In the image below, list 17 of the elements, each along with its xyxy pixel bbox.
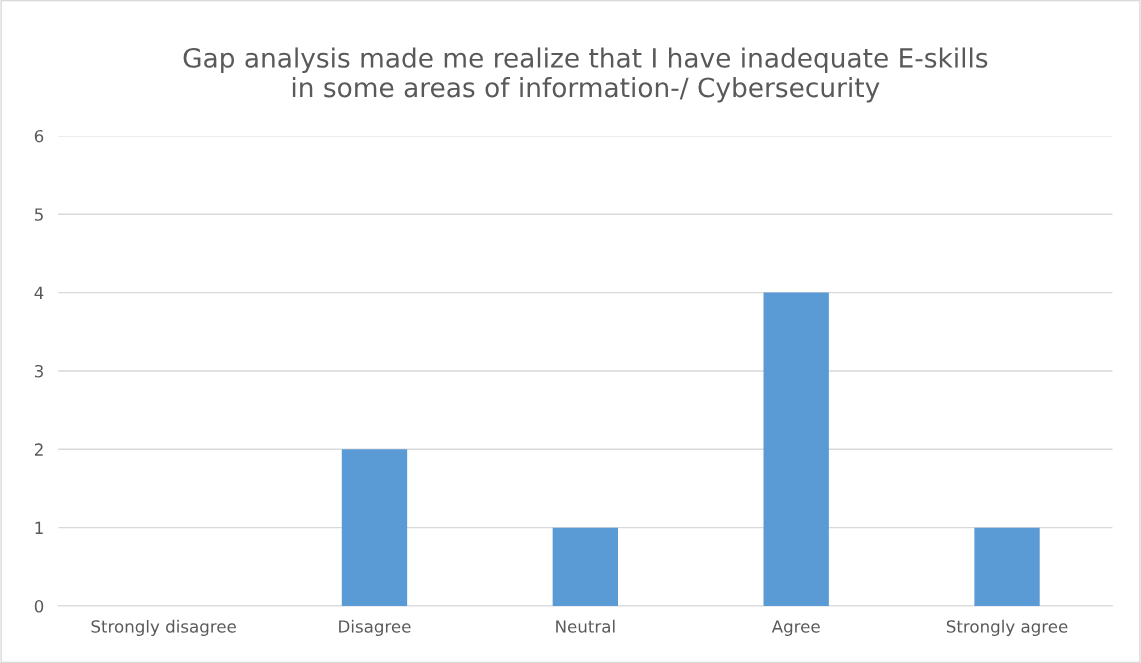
- y-tick-label: 0: [34, 599, 44, 613]
- y-tick-label: 3: [34, 364, 43, 378]
- y-tick-label: 5: [34, 208, 43, 221]
- x-tick-label: Neutral: [556, 619, 615, 633]
- chart-title: Gap analysis made me realize that I have inadequate E-skills in some areas of information-/ Cybersecurity: [183, 47, 988, 103]
- y-tick-label: 1: [35, 521, 43, 534]
- y-tick-label: 4: [34, 286, 44, 299]
- x-tick-label: Disagree: [339, 619, 411, 636]
- bar: [974, 527, 1040, 606]
- x-tick-label: Strongly agree: [946, 619, 1068, 636]
- bar: [341, 449, 408, 606]
- x-tick-label: Strongly disagree: [91, 619, 236, 636]
- y-tick-label: 2: [34, 443, 43, 456]
- x-tick-label: Agree: [771, 620, 820, 636]
- bar: [763, 292, 829, 606]
- y-tick-label: 6: [34, 129, 44, 143]
- bar: [552, 527, 619, 606]
